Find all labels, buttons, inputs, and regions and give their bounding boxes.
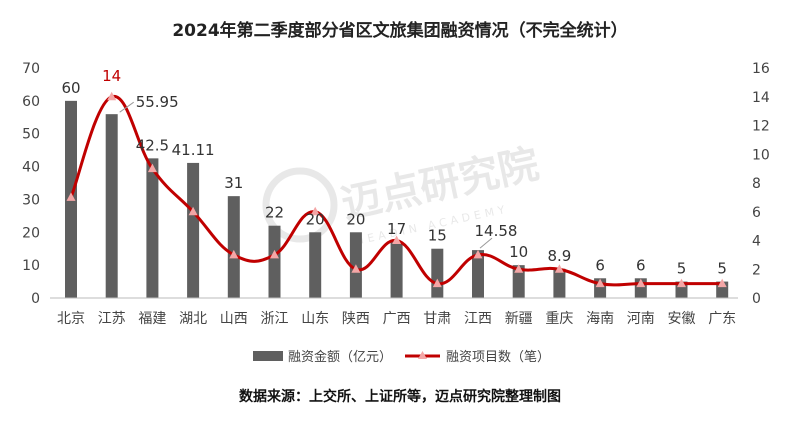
legend-line-label: 融资项目数（笔）	[446, 349, 550, 365]
right-axis-tick: 4	[752, 234, 761, 250]
bar-data-label: 10	[509, 243, 528, 261]
bar	[553, 268, 566, 298]
x-axis-tick: 安徽	[668, 311, 696, 327]
x-axis-tick: 河南	[627, 311, 655, 327]
bar	[431, 248, 444, 298]
left-axis-tick: 0	[31, 291, 40, 307]
bar-data-label: 5	[717, 260, 727, 278]
data-label-leader	[479, 237, 493, 249]
bar-data-label: 8.9	[547, 247, 571, 265]
legend-bar-label: 融资金额（亿元）	[288, 349, 392, 365]
bar-data-label: 15	[428, 227, 447, 245]
right-axis-tick: 12	[752, 119, 770, 135]
x-axis-tick: 甘肃	[423, 311, 451, 327]
x-axis-tick: 海南	[586, 311, 614, 327]
x-axis-tick: 江苏	[98, 311, 126, 327]
bar	[227, 196, 240, 298]
x-axis-tick: 广西	[383, 311, 411, 327]
left-axis-tick: 50	[22, 127, 40, 143]
bar-data-label: 31	[224, 174, 243, 192]
right-axis-tick: 10	[752, 147, 770, 163]
left-axis-tick: 10	[22, 258, 40, 274]
bar-data-label: 14.58	[475, 222, 518, 240]
line-marker	[473, 249, 483, 259]
x-axis-tick: 重庆	[545, 311, 573, 327]
bar-data-label: 55.95	[136, 93, 179, 111]
x-axis-tick: 江西	[464, 311, 492, 327]
bar-data-label: 22	[265, 204, 284, 222]
right-axis-tick: 16	[752, 61, 770, 77]
line-marker	[188, 206, 198, 216]
legend: 融资金额（亿元） 融资项目数（笔）	[253, 349, 550, 365]
right-axis-tick: 6	[752, 205, 761, 221]
left-axis-tick: 40	[22, 160, 40, 176]
line-marker	[392, 235, 402, 244]
line-marker	[270, 249, 279, 259]
x-axis-tick: 山西	[220, 311, 248, 327]
source-note: 数据来源：上交所、上证所等，迈点研究院整理制图	[239, 389, 561, 405]
bar	[390, 242, 403, 298]
bar	[146, 158, 159, 298]
line-data-label: 14	[102, 67, 121, 85]
left-axis-tick: 30	[22, 192, 40, 208]
x-axis-tick: 山东	[301, 311, 329, 327]
line-marker	[351, 264, 361, 273]
line-marker	[677, 278, 686, 288]
line-marker	[107, 91, 117, 101]
x-axis-tick: 广东	[708, 311, 736, 327]
bar	[472, 250, 484, 298]
bar-data-label: 6	[595, 256, 605, 274]
bar-data-label: 20	[346, 210, 365, 228]
line-marker	[229, 249, 239, 259]
bar	[268, 225, 281, 298]
bar-data-label: 5	[677, 260, 687, 278]
x-axis-tick: 福建	[138, 311, 166, 327]
bar-data-label: 60	[61, 79, 80, 97]
bar	[187, 162, 200, 298]
chart-title: 2024年第二季度部分省区文旅集团融资情况（不完全统计）	[172, 21, 628, 41]
line-marker	[554, 264, 564, 273]
line-marker	[147, 163, 157, 173]
right-axis-tick: 8	[752, 176, 761, 192]
bar-data-label: 17	[387, 220, 406, 238]
line-marker	[66, 192, 76, 201]
right-axis-tick: 14	[752, 90, 770, 106]
line-marker	[432, 278, 442, 288]
bar-data-label: 42.5	[136, 136, 169, 154]
watermark-logo	[262, 167, 338, 243]
bar-data-label: 6	[636, 256, 646, 274]
bar	[105, 114, 118, 299]
left-axis-tick: 20	[22, 225, 40, 241]
x-axis-tick: 湖北	[179, 311, 207, 327]
x-axis-tick: 北京	[57, 311, 85, 327]
line-series	[69, 95, 723, 287]
bar	[309, 232, 322, 298]
bar	[512, 265, 525, 298]
line-marker	[636, 278, 646, 288]
bar-data-label: 41.11	[172, 141, 215, 159]
data-label-leader	[119, 101, 134, 113]
watermark-text: 迈点研究院	[338, 141, 543, 228]
left-axis-tick: 60	[22, 94, 40, 110]
legend-bar-swatch	[253, 351, 283, 361]
line-marker	[717, 278, 727, 288]
line-marker	[514, 264, 524, 273]
bar-data-label: 20	[306, 210, 325, 228]
line-marker	[310, 206, 320, 216]
left-axis-tick: 70	[22, 61, 40, 77]
x-axis-tick: 新疆	[505, 311, 533, 327]
x-axis-tick: 陕西	[342, 311, 370, 327]
right-axis-tick: 2	[752, 262, 761, 278]
legend-line-marker	[418, 351, 427, 359]
line-marker	[595, 278, 605, 288]
x-axis-tick: 浙江	[261, 311, 289, 327]
right-axis-tick: 0	[752, 291, 761, 307]
